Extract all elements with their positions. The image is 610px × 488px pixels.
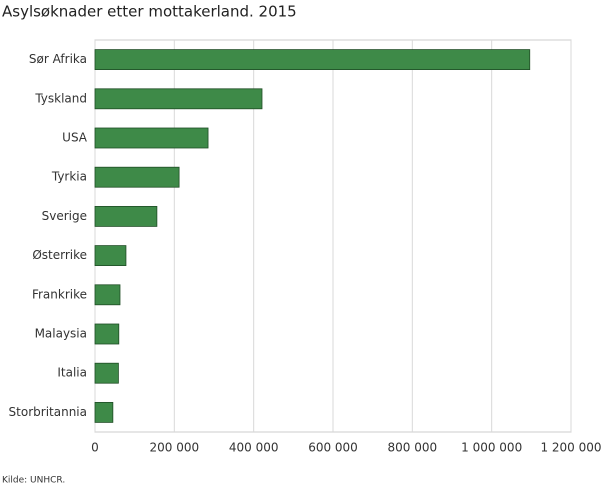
x-tick-label: 200 000 [150,441,200,455]
bar [94,127,209,149]
x-tick-label: 1 200 000 [540,441,601,455]
y-tick-label: Italia [57,366,87,380]
y-tick-label: Malaysia [35,327,87,341]
source: Kilde: UNHCR. [2,476,65,486]
bar [94,49,531,70]
bar [94,323,120,345]
bar [94,284,121,306]
chart-title: Asylsøknader etter mottakerland. 2015 [2,3,297,21]
bar [94,401,114,423]
x-tick-label: 600 000 [308,441,358,455]
bar [94,205,158,227]
y-tick-label: Østerrike [32,248,87,262]
x-tick-label: 1 000 000 [461,441,522,455]
x-tick-label: 800 000 [388,441,438,455]
bar [94,88,263,110]
x-tick-label: 0 [91,441,99,455]
y-tick-label: Frankrike [32,287,87,301]
x-tick-label: 400 000 [229,441,279,455]
bar [94,362,119,384]
y-tick-label: Sverige [42,209,87,223]
y-tick-label: Storbritannia [9,405,87,419]
y-tick-label: Tyrkia [51,170,87,184]
y-tick-label: USA [62,131,88,145]
bar [94,245,127,267]
bar [94,166,180,188]
y-tick-label: Sør Afrika [29,52,87,66]
y-tick-label: Tyskland [34,91,87,105]
